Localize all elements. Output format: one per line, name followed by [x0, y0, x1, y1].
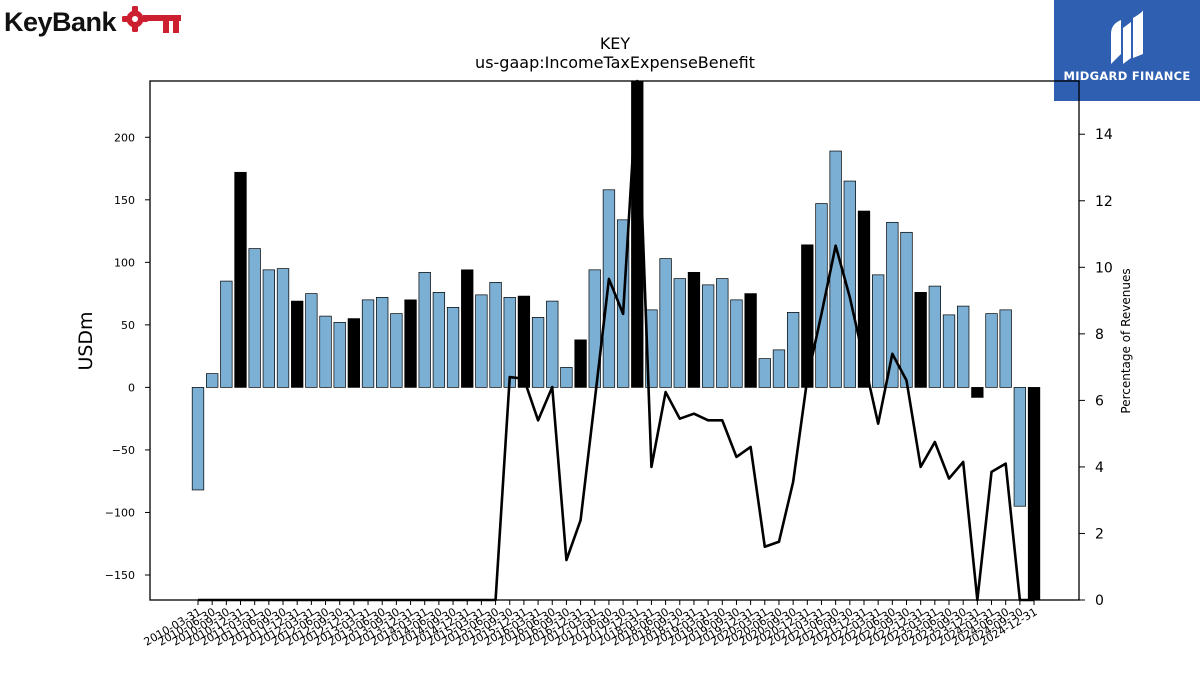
- bar: [843, 180, 856, 388]
- bar: [503, 297, 516, 388]
- bar: [248, 248, 261, 388]
- x-axis: 2010-03-312010-06-302010-09-302010-12-31…: [142, 600, 1040, 649]
- key-icon: [122, 6, 182, 33]
- bar: [701, 284, 715, 388]
- midgard-logo-icon: [1111, 10, 1143, 64]
- bar: [772, 349, 786, 388]
- bar: [971, 387, 984, 398]
- y-tick-label: −150: [105, 569, 135, 582]
- left-y-axis: −150 −100 −50 0 50 100 150 200: [105, 131, 150, 582]
- bar: [234, 171, 247, 388]
- bar: [319, 315, 332, 388]
- bar: [588, 269, 601, 388]
- bar: [376, 297, 389, 388]
- bar: [517, 295, 531, 388]
- bar: [687, 271, 701, 388]
- y-tick-label: −50: [112, 444, 135, 457]
- bar: [305, 293, 318, 388]
- chart-title: KEY: [600, 34, 631, 53]
- bar: [574, 339, 587, 388]
- bar: [659, 258, 672, 388]
- y-tick-label: −100: [105, 506, 135, 519]
- bar: [872, 274, 885, 388]
- bar: [744, 293, 757, 388]
- bar: [347, 318, 361, 388]
- plot-frame: [149, 80, 1080, 601]
- bar: [418, 271, 431, 388]
- logo-wordmark: KeyBank: [4, 6, 117, 37]
- bar: [999, 309, 1012, 388]
- keybank-logo: KeyBank: [4, 4, 185, 40]
- bar: [886, 221, 899, 388]
- bar: [276, 268, 290, 388]
- bar: [560, 367, 573, 388]
- bar: [206, 373, 219, 388]
- y2-tick-label: 6: [1095, 393, 1104, 409]
- bar: [985, 313, 998, 388]
- right-y-axis: 0 2 4 6 8 10 12 14: [1079, 127, 1113, 609]
- bar: [333, 322, 346, 388]
- y2-tick-label: 14: [1095, 127, 1113, 143]
- y-tick-label: 50: [121, 319, 135, 332]
- bar: [857, 210, 871, 388]
- bar: [786, 312, 800, 388]
- chart-subtitle: us-gaap:IncomeTaxExpenseBenefit: [475, 53, 755, 72]
- y-axis-label: USDm: [75, 311, 97, 370]
- bar: [815, 203, 828, 388]
- bar: [404, 299, 417, 388]
- bar: [432, 292, 446, 388]
- y-tick-label: 0: [128, 381, 135, 394]
- bar: [546, 300, 559, 388]
- y2-tick-label: 2: [1095, 526, 1104, 542]
- midgard-finance-badge: MIDGARD FINANCE: [1054, 0, 1200, 101]
- bar: [291, 300, 304, 388]
- bar-series: [191, 80, 1041, 601]
- y-tick-label: 150: [114, 194, 135, 207]
- y2-tick-label: 0: [1095, 593, 1104, 609]
- bar: [446, 307, 460, 388]
- y-tick-label: 100: [114, 256, 135, 269]
- bar: [730, 299, 743, 388]
- bar: [957, 305, 970, 388]
- bar: [220, 280, 233, 388]
- bar: [900, 231, 913, 388]
- y2-tick-label: 8: [1095, 327, 1104, 343]
- y2-tick-label: 12: [1095, 194, 1113, 210]
- bar: [531, 317, 545, 388]
- bar: [942, 314, 956, 388]
- bar: [758, 358, 771, 388]
- bar: [262, 269, 275, 388]
- bar: [191, 387, 205, 491]
- bar: [1013, 387, 1027, 507]
- bar: [673, 278, 686, 388]
- bar: [475, 294, 488, 388]
- y-tick-label: 200: [114, 131, 135, 144]
- bar: [461, 269, 474, 388]
- right-y-axis-label: Percentage of Revenues: [1119, 268, 1133, 413]
- bar: [914, 292, 927, 388]
- bar: [928, 285, 941, 388]
- bar: [489, 282, 502, 388]
- bar: [361, 299, 375, 388]
- bar: [390, 313, 403, 388]
- y2-tick-label: 10: [1095, 260, 1113, 276]
- badge-label: MIDGARD FINANCE: [1063, 69, 1191, 83]
- bar: [716, 278, 729, 388]
- bar: [645, 309, 658, 388]
- y2-tick-label: 4: [1095, 460, 1104, 476]
- bar: [1027, 387, 1041, 601]
